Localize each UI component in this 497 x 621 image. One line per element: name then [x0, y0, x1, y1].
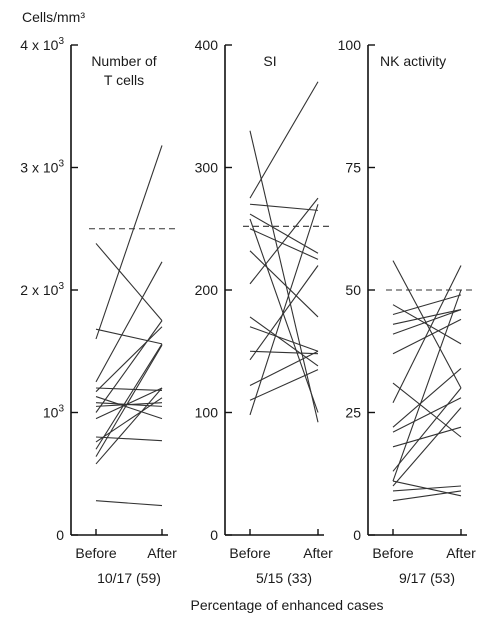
- y-tick-label-tcells-2: 2 x 103: [20, 281, 64, 298]
- y-tick-label-si-0: 0: [210, 527, 218, 543]
- pair-line-si-11: [249, 265, 319, 361]
- pair-line-si-6: [249, 250, 319, 318]
- y-tick-label-tcells-1: 103: [43, 404, 65, 421]
- y-tick-label-si-4: 400: [195, 37, 219, 53]
- pair-line-si-7: [249, 197, 319, 285]
- y-tick-label-si-3: 300: [195, 160, 219, 176]
- chart-panels: 0 103 2 x 103 3 x 103 4 x 103 Number of T cell…: [20, 36, 476, 586]
- panel-title-si-0: SI: [263, 53, 276, 69]
- panel-title-nk-0: NK activity: [380, 53, 446, 69]
- y-tick-label-si-2: 200: [195, 282, 219, 298]
- pair-line-si-10: [249, 350, 319, 355]
- pair-line-tcells-2: [95, 145, 163, 340]
- pair-line-si-3: [249, 213, 319, 254]
- pair-line-si-4: [249, 218, 319, 413]
- category-label-after-si: After: [303, 545, 333, 561]
- pair-line-si-2: [249, 203, 319, 211]
- panel-title-tcells-0: Number of: [91, 53, 156, 69]
- pair-line-nk-5: [392, 318, 462, 355]
- pair-line-nk-4: [392, 309, 462, 335]
- pair-line-nk-11: [392, 387, 462, 472]
- pair-line-tcells-12: [95, 397, 163, 443]
- pair-line-si-1: [249, 81, 319, 199]
- pair-line-nk-3: [392, 309, 462, 325]
- y-tick-label-tcells-3: 3 x 103: [20, 159, 64, 176]
- pair-line-si-0: [249, 130, 319, 423]
- pair-line-si-14: [249, 204, 319, 416]
- pair-line-tcells-5: [95, 326, 163, 393]
- unit-label: Cells/mm³: [22, 9, 85, 25]
- pair-line-tcells-3: [95, 261, 163, 383]
- pair-line-tcells-0: [95, 243, 163, 321]
- y-tick-label-si-1: 100: [195, 405, 219, 421]
- panel-tcells: 0 103 2 x 103 3 x 103 4 x 103 Number of T cell…: [20, 36, 177, 586]
- y-tick-label-nk-2: 50: [345, 282, 361, 298]
- pair-line-tcells-4: [95, 387, 163, 391]
- category-label-before-tcells: Before: [75, 545, 116, 561]
- ratio-label-nk: 9/17 (53): [399, 570, 455, 586]
- y-tick-label-tcells-0: 0: [56, 527, 64, 543]
- pair-line-nk-14: [392, 407, 462, 487]
- y-tick-label-nk-4: 100: [338, 37, 362, 53]
- category-label-before-si: Before: [229, 545, 270, 561]
- category-label-after-nk: After: [446, 545, 476, 561]
- panel-si: 0 100 200 300 400 SI Before After 5/15 (33): [195, 37, 333, 586]
- pair-line-nk-16: [392, 490, 462, 502]
- pair-line-si-9: [249, 326, 319, 352]
- pair-line-si-13: [249, 369, 319, 401]
- panel-title-tcells-1: T cells: [104, 72, 144, 88]
- y-tick-label-tcells-4: 4 x 103: [20, 36, 64, 53]
- pair-line-tcells-6: [95, 396, 163, 420]
- category-label-before-nk: Before: [372, 545, 413, 561]
- pair-line-tcells-16: [95, 500, 163, 507]
- pair-line-nk-13: [392, 289, 462, 482]
- pair-line-nk-9: [392, 397, 462, 433]
- pair-line-nk-6: [392, 382, 462, 438]
- y-tick-label-nk-3: 75: [345, 160, 361, 176]
- ratio-label-tcells: 10/17 (59): [97, 570, 161, 586]
- pair-line-tcells-13: [95, 343, 163, 450]
- pair-line-nk-7: [392, 265, 462, 403]
- panel-nk: 0 25 50 75 100 NK activity Before After 9/17 (53…: [338, 37, 476, 586]
- pair-line-tcells-14: [95, 344, 163, 457]
- pair-line-tcells-15: [95, 387, 163, 465]
- footer-label: Percentage of enhanced cases: [190, 597, 383, 613]
- y-tick-label-nk-0: 0: [353, 527, 361, 543]
- category-label-after-tcells: After: [147, 545, 177, 561]
- pair-line-si-8: [249, 316, 319, 367]
- pair-line-tcells-9: [95, 320, 163, 413]
- y-tick-label-nk-1: 25: [345, 405, 361, 421]
- pair-line-si-5: [249, 228, 319, 260]
- pair-line-nk-15: [392, 485, 462, 492]
- pair-line-tcells-10: [95, 387, 163, 420]
- pair-line-nk-8: [392, 367, 462, 428]
- pair-line-nk-10: [392, 426, 462, 448]
- ratio-label-si: 5/15 (33): [256, 570, 312, 586]
- pair-line-tcells-1: [95, 328, 163, 345]
- pair-line-nk-2: [392, 294, 462, 316]
- pair-line-tcells-8: [95, 402, 163, 407]
